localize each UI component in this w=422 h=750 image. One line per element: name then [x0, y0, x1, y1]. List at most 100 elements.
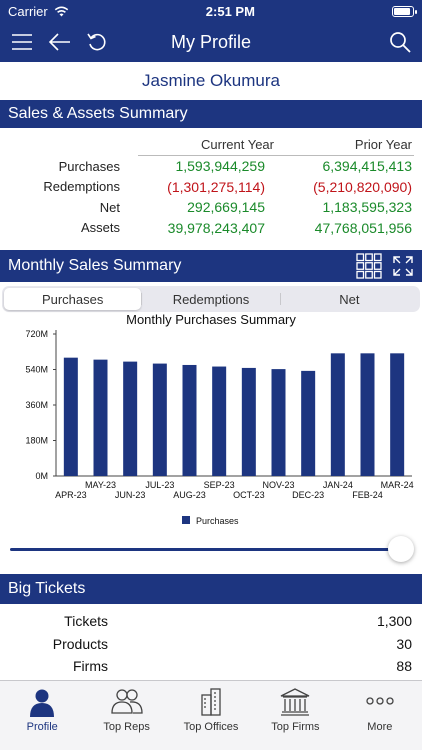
bar-feb-24 — [360, 353, 375, 476]
legend-swatch — [182, 516, 190, 524]
y-tick-label: 720M — [25, 329, 48, 339]
chart-title: Monthly Purchases Summary — [126, 312, 296, 327]
bank-icon — [279, 687, 311, 717]
purchases-row: Purchases 1,593,944,259 6,394,415,413 — [8, 156, 414, 177]
x-tick-label: DEC-23 — [292, 490, 324, 500]
row-label: Firms — [73, 658, 108, 675]
row-label: Purchases — [58, 158, 120, 174]
big-tickets-table: Tickets 1,300 Products 30 Firms 88 — [0, 610, 422, 678]
monthly-purchases-chart: Monthly Purchases Summary 720M 540M 360M 180… — [0, 312, 422, 532]
tab-profile[interactable]: Profile — [0, 681, 84, 750]
row-label: Net — [99, 199, 120, 215]
row-label: Redemptions — [43, 179, 120, 195]
big-tickets-header: Big Tickets — [0, 574, 422, 604]
firms-row: Firms 88 — [0, 655, 422, 678]
row-value: 30 — [396, 635, 412, 652]
current-value: 39,978,243,407 — [167, 219, 265, 236]
prior-value: (5,210,820,090) — [313, 178, 412, 195]
monthly-sales-header: Monthly Sales Summary — [0, 250, 422, 282]
slider-track — [10, 548, 400, 551]
segmented-control: Purchases Redemptions Net — [2, 286, 420, 312]
row-value: 88 — [396, 658, 412, 675]
bar-nov-23 — [271, 369, 286, 476]
sales-assets-header: Sales & Assets Summary — [0, 100, 422, 128]
net-row: Net 292,669,145 1,183,595,323 — [8, 197, 414, 218]
profile-name: Jasmine Okumura — [142, 71, 280, 90]
tab-label: Profile — [26, 721, 58, 733]
tab-top-firms[interactable]: Top Firms — [253, 681, 337, 750]
current-value: (1,301,275,114) — [167, 178, 265, 195]
y-tick-label: 180M — [25, 436, 48, 446]
back-arrow-icon[interactable] — [48, 32, 72, 52]
tab-more[interactable]: More — [338, 681, 422, 750]
bar-apr-23 — [63, 357, 78, 476]
sales-assets-table: Current Year Prior Year Purchases 1,593,… — [0, 132, 422, 238]
bar-dec-23 — [301, 370, 316, 476]
prior-value: 1,183,595,323 — [322, 199, 412, 216]
row-label: Tickets — [64, 613, 108, 630]
segment-net[interactable]: Net — [339, 291, 360, 307]
period-slider[interactable] — [8, 532, 414, 562]
x-tick-label: JUL-23 — [145, 480, 174, 490]
row-label: Products — [52, 635, 108, 652]
y-tick-label: 0M — [35, 471, 48, 481]
bar-may-23 — [93, 359, 108, 476]
wifi-icon — [54, 6, 69, 17]
x-tick-label: SEP-23 — [204, 480, 235, 490]
bar-oct-23 — [241, 367, 256, 476]
x-tick-label: NOV-23 — [262, 480, 294, 490]
chart-svg: Monthly Purchases Summary 720M 540M 360M 180… — [25, 312, 414, 526]
x-tick-label: MAR-24 — [381, 480, 414, 490]
current-value: 292,669,145 — [187, 199, 265, 216]
status-bar: Carrier 2:51 PM — [0, 0, 422, 22]
row-label: Assets — [80, 220, 120, 236]
segment-redemptions[interactable]: Redemptions — [172, 291, 250, 307]
x-tick-label: MAY-23 — [85, 480, 116, 490]
tab-label: Top Firms — [271, 721, 320, 733]
people-icon — [110, 687, 144, 717]
bar-mar-24 — [390, 353, 405, 476]
expand-icon[interactable] — [392, 255, 414, 277]
tab-top-reps[interactable]: Top Reps — [84, 681, 168, 750]
prior-value: 6,394,415,413 — [322, 158, 412, 175]
search-icon[interactable] — [388, 30, 412, 54]
prior-year-header: Prior Year — [276, 137, 414, 156]
redemptions-row: Redemptions (1,301,275,114) (5,210,820,0… — [8, 177, 414, 198]
bar-aug-23 — [182, 364, 197, 476]
y-tick-label: 540M — [25, 365, 48, 375]
tab-label: More — [367, 721, 393, 733]
x-tick-label: AUG-23 — [173, 490, 206, 500]
nav-bar: My Profile — [0, 22, 422, 62]
battery-icon — [392, 5, 417, 17]
tab-top-offices[interactable]: Top Offices — [169, 681, 253, 750]
bar-jul-23 — [152, 363, 167, 476]
menu-icon[interactable] — [10, 32, 34, 52]
person-icon — [27, 687, 57, 717]
tab-label: Top Offices — [183, 721, 239, 733]
x-tick-label: APR-23 — [55, 490, 87, 500]
x-tick-label: JUN-23 — [115, 490, 146, 500]
clock: 2:51 PM — [205, 3, 255, 19]
tab-label: Top Reps — [103, 721, 150, 733]
grid-view-icon[interactable] — [356, 253, 382, 279]
slider-thumb[interactable] — [388, 536, 414, 562]
products-row: Products 30 — [0, 633, 422, 656]
x-tick-label: OCT-23 — [233, 490, 265, 500]
current-year-header: Current Year — [138, 137, 276, 156]
prior-value: 47,768,051,956 — [314, 219, 412, 236]
y-tick-label: 360M — [25, 400, 48, 410]
monthly-sales-title: Monthly Sales Summary — [8, 257, 182, 274]
assets-row: Assets 39,978,243,407 47,768,051,956 — [8, 218, 414, 239]
bar-sep-23 — [212, 366, 227, 476]
x-tick-label: FEB-24 — [352, 490, 383, 500]
refresh-icon[interactable] — [86, 31, 108, 53]
bar-jun-23 — [123, 361, 138, 476]
legend-label: Purchases — [196, 516, 239, 526]
current-value: 1,593,944,259 — [175, 158, 265, 175]
buildings-icon — [196, 687, 226, 717]
carrier-label: Carrier — [8, 3, 48, 19]
row-value: 1,300 — [376, 613, 412, 630]
bar-jan-24 — [330, 353, 345, 476]
more-icon — [364, 687, 396, 717]
segment-purchases[interactable]: Purchases — [4, 288, 142, 310]
